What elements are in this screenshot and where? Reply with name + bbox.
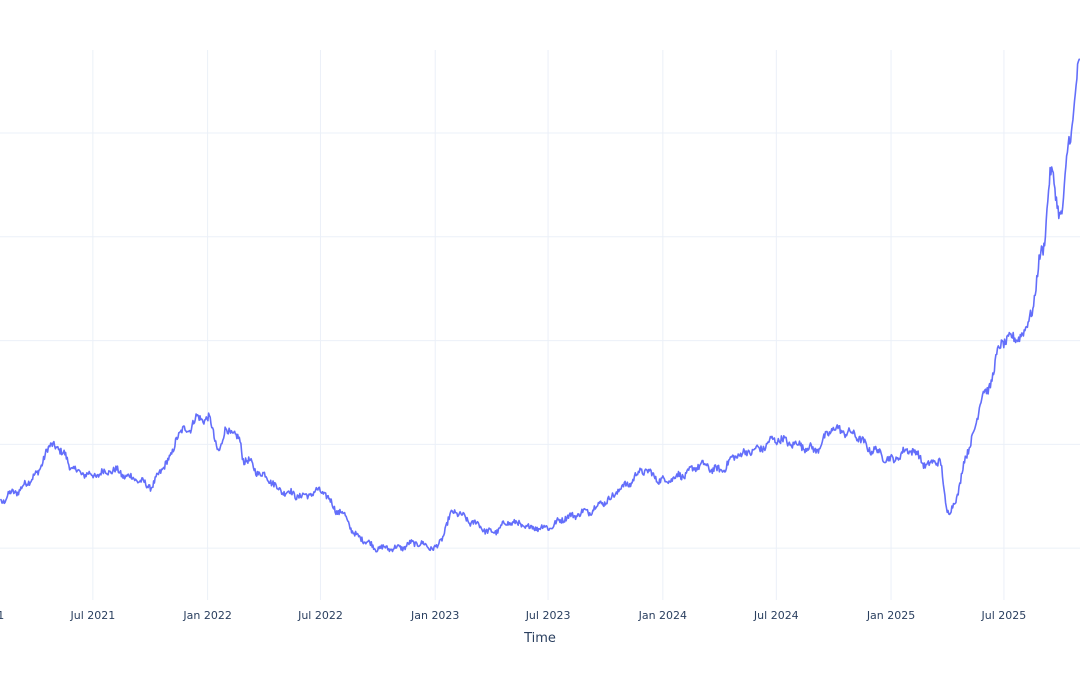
series-layer <box>0 58 1080 553</box>
x-axis-title: Time <box>523 631 556 646</box>
x-gridlines <box>92 50 1005 600</box>
y-gridlines <box>0 132 1080 549</box>
x-tick-label: Jul 2022 <box>297 609 343 622</box>
x-tick-label: Jan 2022 <box>182 609 231 622</box>
x-tick-label: Jan 2025 <box>866 609 915 622</box>
x-tick-label: Jul 2023 <box>525 609 571 622</box>
x-tick-label: Jan 2023 <box>410 609 459 622</box>
x-tick-label: Jul 2024 <box>753 609 799 622</box>
x-tick-label: Jan 2024 <box>638 609 687 622</box>
x-tick-label: Jul 2025 <box>981 609 1027 622</box>
x-tick-labels: Jan 2021 Jul 2021 Jan 2022 Jul 2022 Jan 2023… <box>0 609 1026 622</box>
series-line <box>0 58 1080 553</box>
x-tick-label: Jan 2021 <box>0 609 4 622</box>
x-tick-label: Jul 2021 <box>69 609 115 622</box>
